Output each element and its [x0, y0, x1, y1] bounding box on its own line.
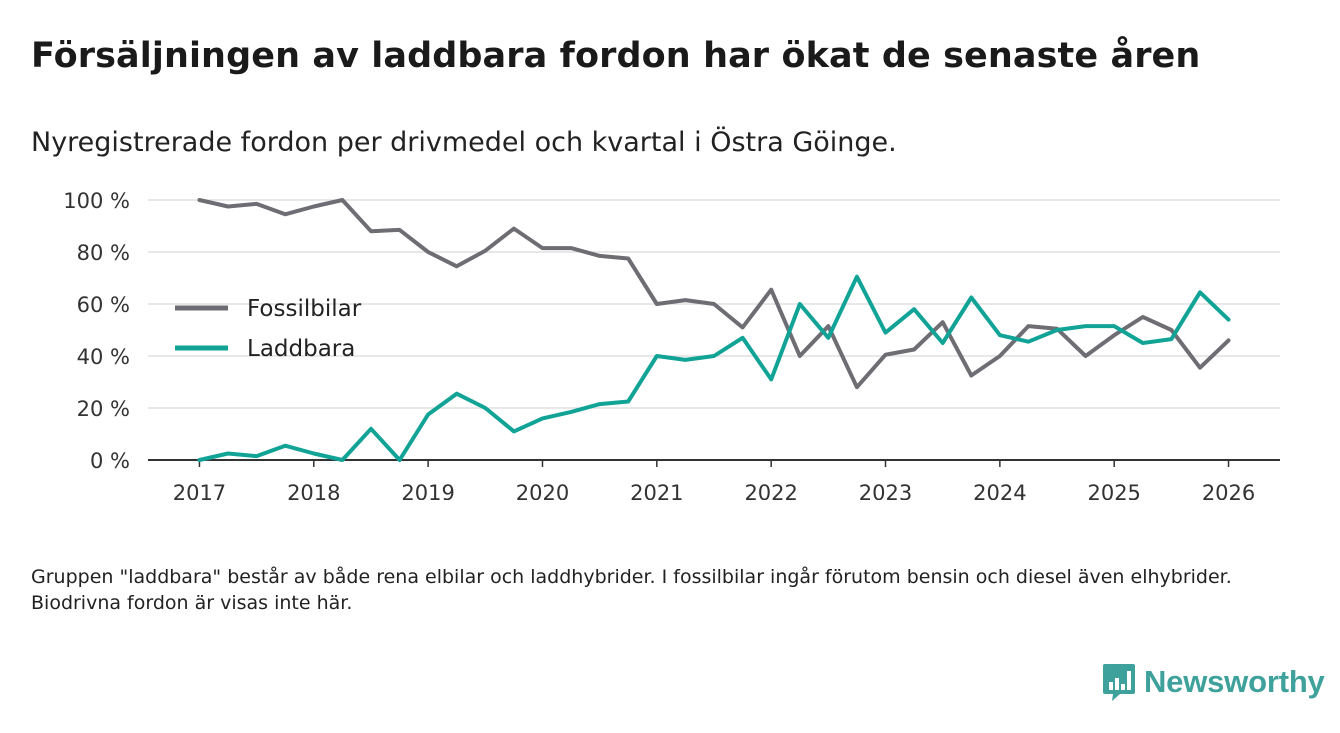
x-tick-label: 2018	[287, 481, 340, 500]
footnote: Gruppen "laddbara" består av både rena e…	[31, 566, 1232, 614]
x-tick-label: 2026	[1202, 481, 1255, 500]
legend: Fossilbilar Laddbara	[175, 296, 362, 362]
y-tick-label: 100 %	[63, 189, 130, 213]
brand-name: Newsworthy	[1144, 664, 1325, 699]
y-tick-label: 80 %	[77, 241, 130, 265]
x-tick-label: 2022	[744, 481, 797, 500]
line-chart: 0 % 20 % 40 % 60 % 80 % 100 % 2017 2018 2019 202…	[63, 189, 1280, 500]
x-tick-label: 2021	[630, 481, 683, 500]
y-tick-label: 0 %	[90, 449, 130, 473]
x-tick-label: 2019	[401, 481, 454, 500]
series-line-laddbara	[197, 274, 1231, 462]
x-tick-label: 2017	[173, 481, 226, 500]
x-axis: 2017 2018 2019 2020 2021 2022 2023 2024 2025 2026	[148, 459, 1280, 500]
chart-title: Försäljningen av laddbara fordon har öka…	[31, 36, 1201, 76]
y-axis: 0 % 20 % 40 % 60 % 80 % 100 %	[63, 189, 130, 473]
y-tick-label: 40 %	[77, 345, 130, 369]
legend-label: Fossilbilar	[247, 296, 362, 322]
x-tick-label: 2020	[516, 481, 569, 500]
x-tick-label: 2025	[1087, 481, 1140, 500]
legend-label: Laddbara	[247, 336, 355, 362]
brand-logo[interactable]: Newsworthy	[1102, 660, 1325, 704]
y-tick-label: 60 %	[77, 293, 130, 317]
chart-subtitle: Nyregistrerade fordon per drivmedel och …	[31, 127, 897, 158]
y-tick-label: 20 %	[77, 397, 130, 421]
series-lines	[197, 198, 1231, 462]
bar-chart-icon	[1103, 664, 1135, 701]
x-tick-label: 2023	[859, 481, 912, 500]
x-tick-label: 2024	[973, 481, 1026, 500]
